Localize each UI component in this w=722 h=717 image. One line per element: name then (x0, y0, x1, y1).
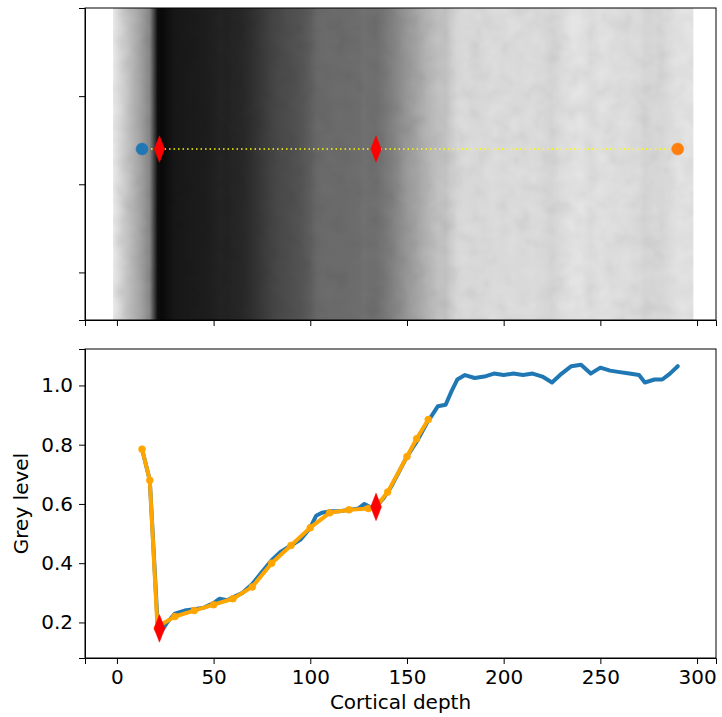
marker (268, 560, 275, 567)
x-tick-mark (407, 658, 408, 664)
x-tick: 250 (582, 658, 620, 689)
marker (171, 613, 178, 620)
y-tick: 0.4 (41, 551, 85, 575)
y-tick-mark (79, 622, 85, 623)
y-tick: 0.8 (41, 433, 85, 457)
image-texture (113, 8, 693, 320)
x-tick-label: 0 (111, 665, 124, 689)
y-tick-label: 0.2 (41, 610, 73, 634)
marker (154, 615, 165, 643)
x-tick-label: 300 (678, 665, 716, 689)
x-tick (117, 320, 118, 326)
x-tick: 200 (485, 658, 523, 689)
x-axis-line (86, 321, 717, 327)
x-tick (214, 320, 215, 326)
x-tick: 150 (388, 658, 426, 689)
x-tick (504, 320, 505, 326)
y-axis-title: Grey level (9, 453, 33, 554)
y-tick (79, 96, 85, 97)
x-tick: 300 (678, 658, 716, 689)
marker (229, 595, 236, 602)
x-tick: 50 (201, 658, 226, 689)
series-line (142, 420, 428, 629)
plot-frame (85, 349, 716, 658)
y-tick (79, 8, 85, 9)
y-tick-mark (79, 563, 85, 564)
x-tick-mark (697, 320, 698, 326)
marker (371, 493, 382, 521)
marker (413, 435, 420, 442)
chart-root: 0 50 100 150 200 250 300 0.2 0.4 0.6 0.8 1.0 Cortica… (0, 0, 722, 717)
y-tick-mark (79, 96, 85, 97)
x-tick-mark (504, 658, 505, 664)
y-tick: 0.6 (41, 492, 85, 516)
chart-svg: 0 50 100 150 200 250 300 0.2 0.4 0.6 0.8 1.0 Cortica… (0, 0, 722, 717)
x-tick-label: 200 (485, 665, 523, 689)
marker (326, 509, 333, 516)
marker (146, 477, 153, 484)
plot-area (139, 365, 678, 642)
x-tick-mark (214, 658, 215, 664)
marker (345, 506, 352, 513)
y-tick-mark (79, 445, 85, 446)
marker (191, 607, 198, 614)
y-tick (79, 272, 85, 273)
marker (136, 143, 148, 155)
y-tick-label: 0.4 (41, 551, 73, 575)
y-tick-mark (79, 504, 85, 505)
x-tick (697, 320, 698, 326)
x-tick-mark (697, 658, 698, 664)
y-axis: 0.2 0.4 0.6 0.8 1.0 (41, 350, 85, 659)
y-tick-mark (79, 385, 85, 386)
marker (287, 542, 294, 549)
x-axis (86, 320, 717, 326)
plot-frame (85, 8, 716, 320)
marker (403, 453, 410, 460)
y-tick: 0.2 (41, 610, 85, 634)
x-tick: 100 (292, 658, 330, 689)
x-tick-mark (214, 320, 215, 326)
marker (425, 416, 432, 423)
x-tick-mark (504, 320, 505, 326)
y-tick-label: 0.8 (41, 433, 73, 457)
x-tick-mark (407, 320, 408, 326)
x-tick-mark (310, 658, 311, 664)
x-tick-mark (600, 320, 601, 326)
plot-area (113, 8, 693, 320)
y-tick (79, 184, 85, 185)
marker (307, 524, 314, 531)
x-axis-title: Cortical depth (330, 690, 471, 714)
x-tick (310, 320, 311, 326)
y-tick: 1.0 (41, 373, 85, 397)
y-tick-mark (79, 184, 85, 185)
x-tick: 0 (111, 658, 124, 689)
marker (371, 136, 381, 163)
x-tick (600, 320, 601, 326)
x-tick-label: 100 (292, 665, 330, 689)
image (113, 8, 693, 320)
marker (384, 489, 391, 496)
y-tick-label: 1.0 (41, 373, 73, 397)
y-tick-label: 0.6 (41, 492, 73, 516)
marker (210, 601, 217, 608)
series-line (142, 365, 678, 632)
x-tick-mark (600, 658, 601, 664)
x-tick-label: 150 (388, 665, 426, 689)
marker (365, 505, 372, 512)
series-line (142, 148, 678, 150)
x-tick-mark (117, 320, 118, 326)
x-tick-mark (117, 658, 118, 664)
x-tick-label: 50 (201, 665, 226, 689)
x-tick-mark (310, 320, 311, 326)
x-tick-label: 250 (582, 665, 620, 689)
y-tick-mark (79, 272, 85, 273)
marker (139, 446, 146, 453)
x-tick (407, 320, 408, 326)
y-tick-mark (79, 8, 85, 9)
x-axis-line (86, 659, 717, 665)
marker (672, 143, 684, 155)
x-axis: 0 50 100 150 200 250 300 (86, 658, 717, 689)
marker (249, 583, 256, 590)
marker (154, 136, 164, 163)
